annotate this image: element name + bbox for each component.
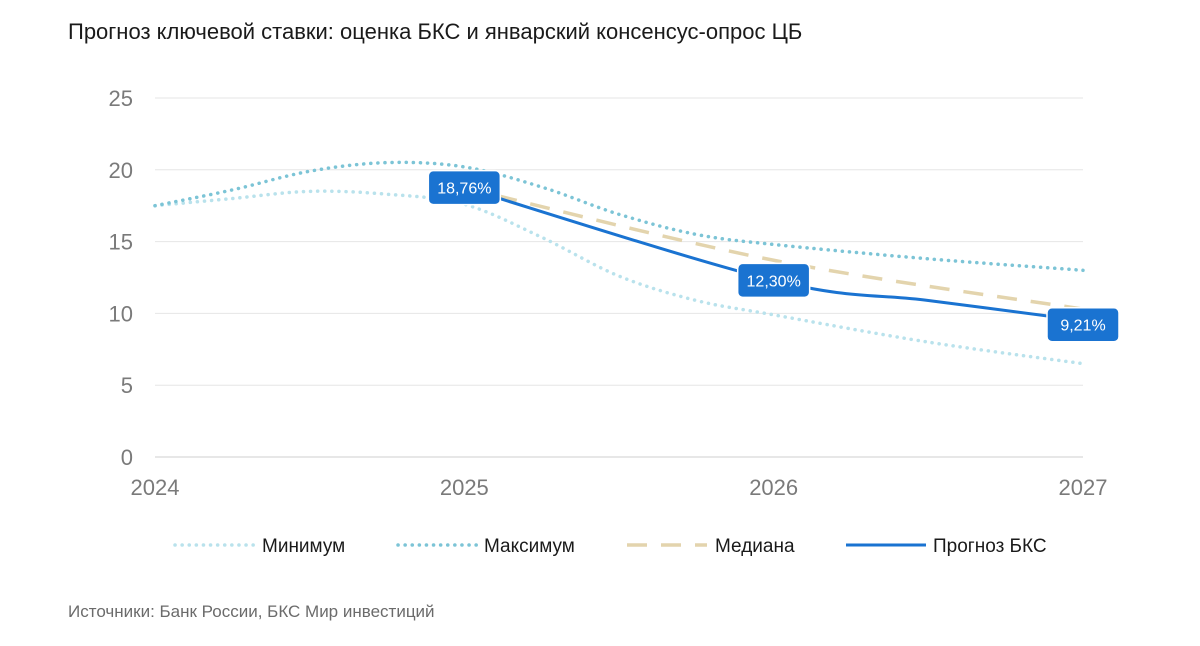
source-note: Источники: Банк России, БКС Мир инвестиц… [68,602,435,621]
y-tick-label: 20 [109,158,133,183]
y-axis-ticks: 0 5 10 15 20 25 [109,86,133,470]
series-lines [153,160,1085,366]
data-label-text: 18,76% [437,181,491,198]
data-label-box [1046,306,1120,343]
data-label-box [427,169,502,206]
grid-lines [155,97,1083,458]
data-label-text: 9,21% [1060,318,1105,335]
legend-item-2: Максимум [396,536,575,557]
legend: Минимум Максимум Медиана Прогноз БКС [173,536,1047,557]
x-axis-ticks: 2024 2025 2026 2027 [131,475,1108,500]
data-labels: 18,76% 12,30% 9,21% [427,169,1120,343]
legend-label: Минимум [262,536,345,557]
legend-label: Прогноз БКС [933,536,1047,557]
data-label-1: 18,76% [427,169,502,206]
data-label-2: 12,30% [736,262,811,299]
x-tick-label: 2024 [131,475,180,500]
y-tick-label: 5 [121,373,133,398]
legend-label: Медиана [715,536,795,557]
legend-item-1: Минимум [173,536,345,557]
x-tick-label: 2027 [1059,475,1108,500]
legend-item-4: Прогноз БКС [846,536,1047,557]
series-line-4 [463,186,1084,323]
legend-item-3: Медиана [627,536,795,557]
legend-label: Максимум [484,536,575,557]
x-tick-label: 2026 [749,475,798,500]
series-line-2 [153,160,1085,273]
data-label-3: 9,21% [1046,306,1120,343]
y-tick-label: 0 [121,445,133,470]
series-line-3 [463,185,1084,311]
y-tick-label: 25 [109,86,133,111]
y-tick-label: 15 [109,230,133,255]
chart-title: Прогноз ключевой ставки: оценка БКС и ян… [68,19,803,44]
y-tick-label: 10 [109,301,133,326]
series-line-1 [153,189,1085,366]
x-tick-label: 2025 [440,475,489,500]
data-label-text: 12,30% [747,273,801,290]
data-label-box [736,262,811,299]
